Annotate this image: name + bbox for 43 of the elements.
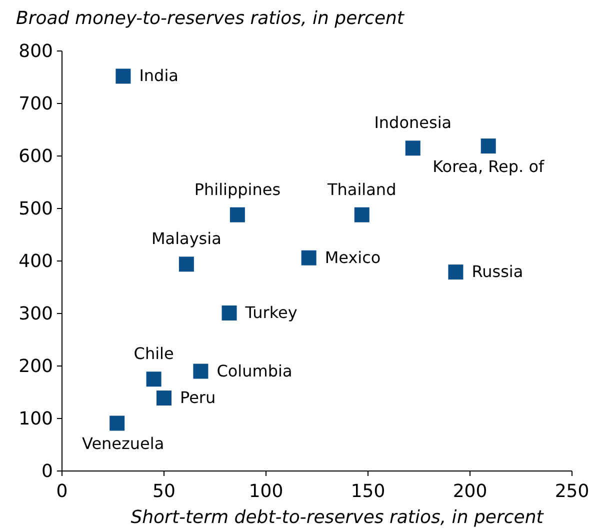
x-tick-label: 50 xyxy=(152,481,176,502)
point xyxy=(230,207,245,222)
x-tick-label: 200 xyxy=(452,481,488,502)
point xyxy=(480,138,496,154)
y-tick-label: 0 xyxy=(42,461,53,482)
annotation: Mexico xyxy=(324,248,381,267)
annotation: Chile xyxy=(134,344,174,364)
point xyxy=(116,68,131,84)
annotation: Columbia xyxy=(216,361,292,380)
point xyxy=(448,264,464,280)
y-tick-label: 300 xyxy=(18,304,53,324)
point xyxy=(222,305,237,320)
chart-title: Broad money-to-reserves ratios, in percent xyxy=(16,8,405,29)
annotation: Philippines xyxy=(194,180,281,199)
x-tick-label: 0 xyxy=(56,481,68,502)
point xyxy=(301,250,316,266)
point xyxy=(193,364,208,379)
y-tick-label: 600 xyxy=(18,146,53,167)
point xyxy=(354,207,370,222)
y-tick-label: 400 xyxy=(18,251,53,272)
point xyxy=(110,416,125,431)
annotation: Thailand xyxy=(326,180,396,199)
y-tick-label: 500 xyxy=(18,198,53,220)
annotation: Peru xyxy=(180,388,216,408)
y-tick-label: 700 xyxy=(18,94,53,114)
x-tick-label: 150 xyxy=(350,481,386,502)
y-tick-label: 200 xyxy=(18,356,53,377)
annotation: Malaysia xyxy=(151,229,222,248)
annotation: Korea, Rep. of xyxy=(432,157,544,176)
point xyxy=(156,390,172,406)
x-tick-label: 250 xyxy=(554,481,590,502)
point xyxy=(405,140,420,156)
annotation: Venezuela xyxy=(82,434,164,454)
point xyxy=(146,372,162,387)
annotation: Russia xyxy=(472,262,524,282)
point xyxy=(178,256,194,272)
annotation: Indonesia xyxy=(374,113,452,132)
x-axis-title: Short-term debt-to-reserves ratios, in percent xyxy=(130,507,544,528)
annotation: India xyxy=(139,66,178,86)
annotation: Turkey xyxy=(244,302,298,322)
x-tick-label: 100 xyxy=(248,481,284,502)
y-tick-label: 800 xyxy=(18,41,53,62)
y-tick-label: 100 xyxy=(18,408,53,430)
